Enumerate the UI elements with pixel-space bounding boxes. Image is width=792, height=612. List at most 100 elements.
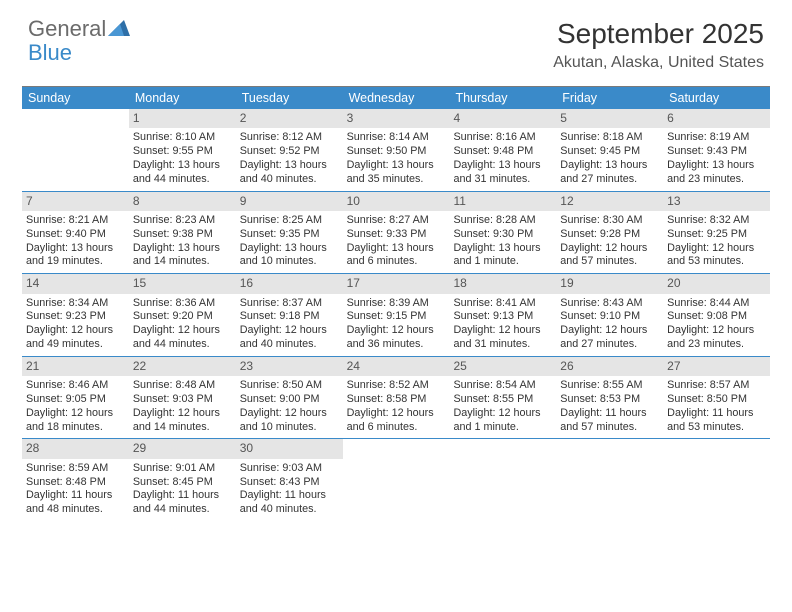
sunset-line: Sunset: 9:55 PM [133, 145, 232, 159]
sunrise-line: Sunrise: 9:01 AM [133, 462, 232, 476]
dow-header: Monday [129, 87, 236, 109]
daylight-line: Daylight: 13 hours and 6 minutes. [347, 242, 446, 270]
sunrise-line: Sunrise: 9:03 AM [240, 462, 339, 476]
sunset-line: Sunset: 9:05 PM [26, 393, 125, 407]
day-number: 27 [663, 357, 770, 376]
day-number: 3 [343, 109, 450, 128]
day-cell: . [556, 439, 663, 521]
day-number: 4 [449, 109, 556, 128]
daylight-line: Daylight: 12 hours and 31 minutes. [453, 324, 552, 352]
sunset-line: Sunset: 8:45 PM [133, 476, 232, 490]
day-cell: . [343, 439, 450, 521]
dow-header: Thursday [449, 87, 556, 109]
daylight-line: Daylight: 12 hours and 6 minutes. [347, 407, 446, 435]
day-cell: 29Sunrise: 9:01 AMSunset: 8:45 PMDayligh… [129, 439, 236, 521]
day-cell: 15Sunrise: 8:36 AMSunset: 9:20 PMDayligh… [129, 274, 236, 356]
sunset-line: Sunset: 8:48 PM [26, 476, 125, 490]
day-number: 21 [22, 357, 129, 376]
day-number: 24 [343, 357, 450, 376]
sunset-line: Sunset: 8:50 PM [667, 393, 766, 407]
day-cell: 5 Sunrise: 8:18 AMSunset: 9:45 PMDaylight… [556, 109, 663, 191]
calendar: SundayMondayTuesdayWednesdayThursdayFrid… [22, 86, 770, 521]
day-number: 10 [343, 192, 450, 211]
sunset-line: Sunset: 9:48 PM [453, 145, 552, 159]
day-number: 28 [22, 439, 129, 458]
week-row: 21 Sunrise: 8:46 AMSunset: 9:05 PM Dayligh… [22, 357, 770, 440]
sunrise-line: Sunrise: 8:18 AM [560, 131, 659, 145]
daylight-line: Daylight: 13 hours and 14 minutes. [133, 242, 232, 270]
sunrise-line: Sunrise: 8:14 AM [347, 131, 446, 145]
daylight-line: Daylight: 13 hours and 1 minute. [453, 242, 552, 270]
day-cell: 9Sunrise: 8:25 AMSunset: 9:35 PMDaylight… [236, 192, 343, 274]
sunrise-line: Sunrise: 8:46 AM [26, 379, 125, 393]
daylight-line: Daylight: 12 hours and 14 minutes. [133, 407, 232, 435]
sunrise-line: Sunrise: 8:25 AM [240, 214, 339, 228]
sunrise-line: Sunrise: 8:28 AM [453, 214, 552, 228]
dow-header: Sunday [22, 87, 129, 109]
day-number: 9 [236, 192, 343, 211]
sunset-line: Sunset: 9:50 PM [347, 145, 446, 159]
day-cell: 27Sunrise: 8:57 AMSunset: 8:50 PMDayligh… [663, 357, 770, 439]
day-cell: 20Sunrise: 8:44 AMSunset: 9:08 PMDayligh… [663, 274, 770, 356]
sunset-line: Sunset: 9:25 PM [667, 228, 766, 242]
day-number: 25 [449, 357, 556, 376]
day-cell: 7Sunrise: 8:21 AMSunset: 9:40 PMDaylight… [22, 192, 129, 274]
daylight-line: Daylight: 13 hours and 27 minutes. [560, 159, 659, 187]
daylight-line: Daylight: 13 hours and 35 minutes. [347, 159, 446, 187]
sunrise-line: Sunrise: 8:37 AM [240, 297, 339, 311]
daylight-line: Daylight: 11 hours and 48 minutes. [26, 489, 125, 517]
sunset-line: Sunset: 9:20 PM [133, 310, 232, 324]
sunrise-line: Sunrise: 8:57 AM [667, 379, 766, 393]
day-cell: 2Sunrise: 8:12 AMSunset: 9:52 PMDaylight… [236, 109, 343, 191]
day-cell: 17Sunrise: 8:39 AMSunset: 9:15 PMDayligh… [343, 274, 450, 356]
brand-logo: General [28, 18, 130, 40]
day-number: 22 [129, 357, 236, 376]
day-number: 16 [236, 274, 343, 293]
weeks-container: .1Sunrise: 8:10 AMSunset: 9:55 PMDayligh… [22, 109, 770, 521]
header: General September 2025 Akutan, Alaska, U… [0, 0, 792, 76]
dow-header: Tuesday [236, 87, 343, 109]
sunrise-line: Sunrise: 8:41 AM [453, 297, 552, 311]
sunset-line: Sunset: 8:58 PM [347, 393, 446, 407]
sunrise-line: Sunrise: 8:16 AM [453, 131, 552, 145]
day-cell: 28 Sunrise: 8:59 AMSunset: 8:48 PMDayligh… [22, 439, 129, 521]
day-cell: 12Sunrise: 8:30 AMSunset: 9:28 PMDayligh… [556, 192, 663, 274]
day-number: 15 [129, 274, 236, 293]
daylight-line: Daylight: 11 hours and 40 minutes. [240, 489, 339, 517]
day-number: 17 [343, 274, 450, 293]
daylight-line: Daylight: 12 hours and 36 minutes. [347, 324, 446, 352]
sunrise-line: Sunrise: 8:54 AM [453, 379, 552, 393]
week-row: .1Sunrise: 8:10 AMSunset: 9:55 PMDayligh… [22, 109, 770, 192]
day-cell: 8Sunrise: 8:23 AMSunset: 9:38 PMDaylight… [129, 192, 236, 274]
sunset-line: Sunset: 9:52 PM [240, 145, 339, 159]
day-cell: 18Sunrise: 8:41 AMSunset: 9:13 PMDayligh… [449, 274, 556, 356]
sunset-line: Sunset: 9:35 PM [240, 228, 339, 242]
sunrise-line: Sunrise: 8:59 AM [26, 462, 125, 476]
day-number: 2 [236, 109, 343, 128]
sunrise-line: Sunrise: 8:23 AM [133, 214, 232, 228]
day-cell: 11Sunrise: 8:28 AMSunset: 9:30 PMDayligh… [449, 192, 556, 274]
sunrise-line: Sunrise: 8:36 AM [133, 297, 232, 311]
day-number: 26 [556, 357, 663, 376]
daylight-line: Daylight: 12 hours and 1 minute. [453, 407, 552, 435]
daylight-line: Daylight: 12 hours and 53 minutes. [667, 242, 766, 270]
sunrise-line: Sunrise: 8:19 AM [667, 131, 766, 145]
sunrise-line: Sunrise: 8:27 AM [347, 214, 446, 228]
sunset-line: Sunset: 9:08 PM [667, 310, 766, 324]
day-cell: 4 Sunrise: 8:16 AMSunset: 9:48 PMDaylight… [449, 109, 556, 191]
daylight-line: Daylight: 12 hours and 27 minutes. [560, 324, 659, 352]
daylight-line: Daylight: 12 hours and 57 minutes. [560, 242, 659, 270]
sunset-line: Sunset: 9:15 PM [347, 310, 446, 324]
sunset-line: Sunset: 9:38 PM [133, 228, 232, 242]
sunset-line: Sunset: 9:45 PM [560, 145, 659, 159]
sunset-line: Sunset: 9:10 PM [560, 310, 659, 324]
brand-word1: General [28, 18, 106, 40]
day-cell: 30Sunrise: 9:03 AMSunset: 8:43 PMDayligh… [236, 439, 343, 521]
sunrise-line: Sunrise: 8:43 AM [560, 297, 659, 311]
daylight-line: Daylight: 13 hours and 31 minutes. [453, 159, 552, 187]
dow-header: Wednesday [343, 87, 450, 109]
day-number: 5 [556, 109, 663, 128]
day-number: 23 [236, 357, 343, 376]
day-number: 19 [556, 274, 663, 293]
sunset-line: Sunset: 9:40 PM [26, 228, 125, 242]
